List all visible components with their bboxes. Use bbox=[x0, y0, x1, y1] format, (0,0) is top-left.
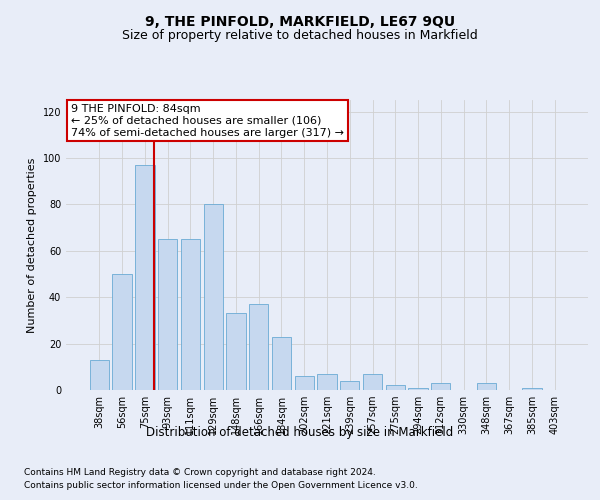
Bar bbox=[386, 386, 405, 390]
Bar bbox=[90, 360, 109, 390]
Bar bbox=[431, 383, 451, 390]
Text: Size of property relative to detached houses in Markfield: Size of property relative to detached ho… bbox=[122, 28, 478, 42]
Bar bbox=[135, 165, 155, 390]
Bar bbox=[476, 383, 496, 390]
Text: 9, THE PINFOLD, MARKFIELD, LE67 9QU: 9, THE PINFOLD, MARKFIELD, LE67 9QU bbox=[145, 16, 455, 30]
Text: Distribution of detached houses by size in Markfield: Distribution of detached houses by size … bbox=[146, 426, 454, 439]
Bar bbox=[340, 380, 359, 390]
Text: Contains HM Land Registry data © Crown copyright and database right 2024.: Contains HM Land Registry data © Crown c… bbox=[24, 468, 376, 477]
Bar bbox=[409, 388, 428, 390]
Bar bbox=[226, 314, 245, 390]
Bar bbox=[295, 376, 314, 390]
Bar bbox=[203, 204, 223, 390]
Text: 9 THE PINFOLD: 84sqm
← 25% of detached houses are smaller (106)
74% of semi-deta: 9 THE PINFOLD: 84sqm ← 25% of detached h… bbox=[71, 104, 344, 138]
Y-axis label: Number of detached properties: Number of detached properties bbox=[27, 158, 37, 332]
Bar bbox=[317, 374, 337, 390]
Bar bbox=[158, 239, 178, 390]
Bar bbox=[112, 274, 132, 390]
Bar bbox=[181, 239, 200, 390]
Bar bbox=[249, 304, 268, 390]
Bar bbox=[522, 388, 542, 390]
Text: Contains public sector information licensed under the Open Government Licence v3: Contains public sector information licen… bbox=[24, 482, 418, 490]
Bar bbox=[363, 374, 382, 390]
Bar bbox=[272, 336, 291, 390]
